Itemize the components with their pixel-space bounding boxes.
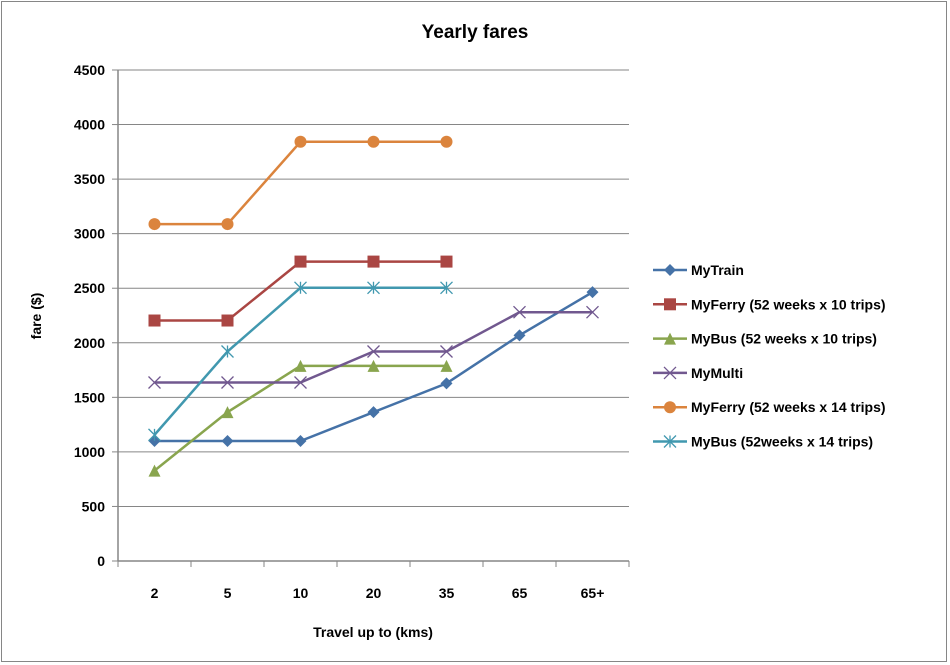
- y-tick-label: 1500: [74, 389, 105, 405]
- circle-marker: [440, 135, 453, 148]
- x-tick-label: 65+: [581, 585, 605, 601]
- chart-title: Yearly fares: [422, 22, 529, 43]
- y-tick-label: 3000: [74, 226, 105, 242]
- x-marker: [440, 345, 453, 358]
- square-marker: [148, 314, 161, 327]
- star-marker: [367, 281, 380, 295]
- series-myferry-52-weeks-x-14-trips-: [148, 135, 453, 231]
- diamond-marker: [221, 434, 234, 447]
- x-marker: [513, 305, 526, 319]
- series-mybus-52-weeks-x-10-trips-: [148, 359, 453, 477]
- legend-label: MyBus (52weeks x 14 trips): [691, 434, 873, 450]
- y-tick-label: 2000: [74, 335, 105, 351]
- x-tick-label: 65: [512, 585, 528, 601]
- x-axis-label: Travel up to (kms): [313, 624, 433, 640]
- y-tick-label: 3500: [74, 171, 105, 187]
- legend-label: MyFerry (52 weeks x 10 trips): [691, 296, 886, 312]
- circle-marker: [664, 401, 676, 414]
- x-marker: [663, 366, 677, 380]
- square-marker: [294, 255, 307, 268]
- circle-marker: [148, 218, 161, 231]
- x-tick-label: 10: [293, 585, 309, 601]
- y-tick-label: 1000: [74, 444, 105, 460]
- triangle-marker: [664, 332, 676, 345]
- triangle-marker: [294, 359, 307, 372]
- circle-marker: [367, 135, 380, 148]
- series-line: [154, 140, 447, 226]
- star-marker: [221, 345, 234, 358]
- circle-marker: [221, 218, 234, 231]
- x-marker: [221, 376, 234, 389]
- legend-item: MyBus (52 weeks x 10 trips): [653, 331, 877, 347]
- square-marker: [221, 314, 234, 327]
- diamond-marker: [294, 434, 307, 447]
- series-mybus-52weeks-x-14-trips-: [148, 281, 453, 442]
- legend-item: MyBus (52weeks x 14 trips): [653, 434, 873, 450]
- x-tick-label: 2: [151, 585, 159, 601]
- x-marker: [367, 345, 380, 358]
- circle-marker: [294, 135, 307, 148]
- y-tick-label: 2500: [74, 280, 105, 296]
- square-marker: [367, 255, 380, 268]
- legend-item: MyMulti: [653, 365, 743, 381]
- y-tick-label: 4500: [74, 62, 105, 78]
- legend-label: MyTrain: [691, 262, 744, 278]
- y-tick-label: 4000: [74, 117, 105, 133]
- diamond-marker: [513, 329, 526, 342]
- triangle-marker: [148, 464, 161, 477]
- x-tick-label: 20: [366, 585, 382, 601]
- diamond-marker: [586, 286, 599, 299]
- x-marker: [586, 305, 599, 319]
- y-axis-label: fare ($): [28, 293, 44, 340]
- legend-label: MyMulti: [691, 365, 743, 381]
- triangle-marker: [367, 359, 380, 372]
- x-marker: [148, 376, 161, 389]
- triangle-marker: [440, 359, 453, 372]
- star-marker: [663, 435, 677, 448]
- series-mytrain: [148, 286, 599, 447]
- triangle-marker: [221, 406, 234, 419]
- series-mymulti: [148, 305, 599, 389]
- x-tick-label: 35: [439, 585, 455, 601]
- legend-item: MyFerry (52 weeks x 10 trips): [653, 296, 886, 312]
- diamond-marker: [440, 377, 453, 390]
- star-marker: [294, 281, 307, 295]
- star-marker: [440, 281, 453, 295]
- series-myferry-52-weeks-x-10-trips-: [148, 255, 453, 327]
- diamond-marker: [664, 264, 676, 276]
- star-marker: [148, 428, 161, 442]
- x-tick-label: 5: [224, 585, 232, 601]
- diamond-marker: [367, 406, 380, 419]
- square-marker: [440, 255, 453, 268]
- x-marker: [294, 376, 307, 389]
- series-line: [154, 310, 593, 384]
- square-marker: [664, 298, 676, 311]
- legend-label: MyFerry (52 weeks x 14 trips): [691, 399, 886, 415]
- legend-label: MyBus (52 weeks x 10 trips): [691, 331, 877, 347]
- y-tick-label: 500: [82, 498, 106, 514]
- legend-item: MyTrain: [653, 262, 744, 278]
- legend-item: MyFerry (52 weeks x 14 trips): [653, 399, 886, 415]
- y-tick-label: 0: [97, 553, 105, 569]
